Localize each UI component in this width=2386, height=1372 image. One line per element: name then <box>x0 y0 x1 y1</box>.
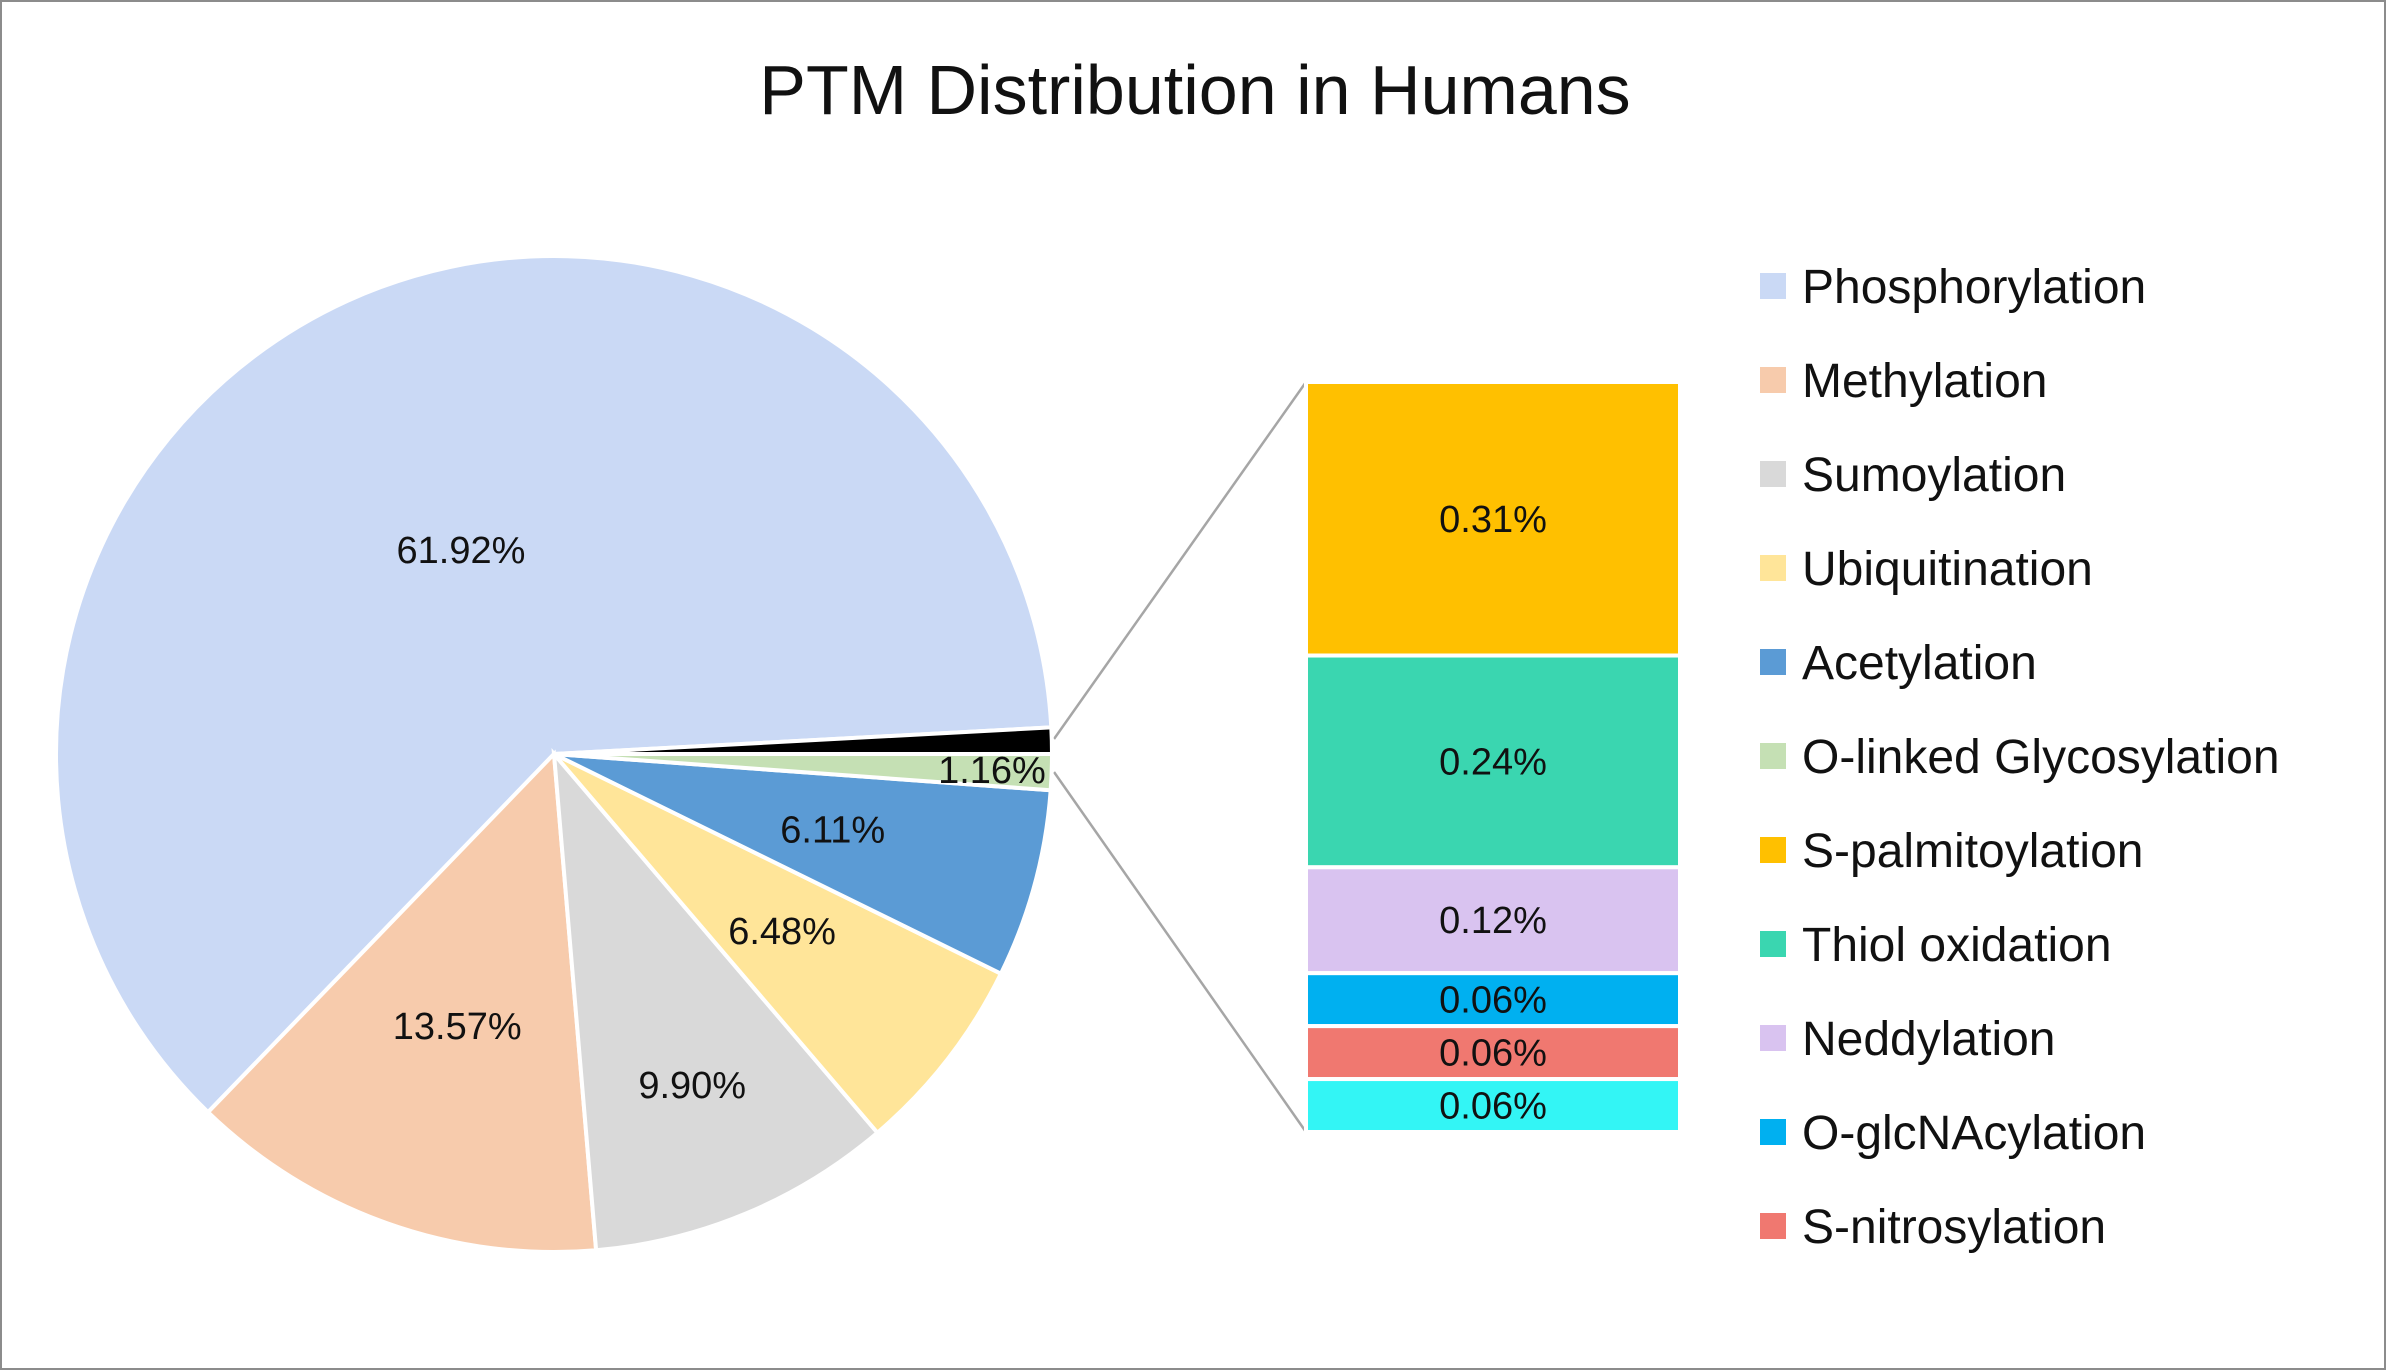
legend-label: O-glcNAcylation <box>1802 1107 2146 1160</box>
pie-slice-methylation <box>205 749 599 1254</box>
connector-line-top <box>1052 381 1308 740</box>
legend-label: Methylation <box>1802 355 2047 408</box>
pie-data-label: 6.11% <box>780 810 885 852</box>
legend-swatch <box>1760 1025 1786 1051</box>
legend-swatch <box>1760 461 1786 487</box>
pie-slice-sumoylation <box>551 747 881 1253</box>
legend-label: Neddylation <box>1802 1013 2056 1066</box>
pie-data-label: 61.92% <box>397 530 526 572</box>
legend-swatch <box>1760 1213 1786 1239</box>
bar-segment-o-glcnacylation <box>1304 971 1682 1029</box>
legend-label: Acetylation <box>1802 637 2037 690</box>
pie-data-label: 9.90% <box>638 1065 746 1107</box>
bar-data-label: 0.12% <box>1439 900 1547 942</box>
legend-label: S-palmitoylation <box>1802 825 2143 878</box>
bar-segment-s-nitrosylation <box>1304 1024 1682 1082</box>
pie-slice-acetylation <box>553 752 1053 977</box>
chart-title: PTM Distribution in Humans <box>759 51 1630 129</box>
bar-data-label: 0.31% <box>1439 499 1547 541</box>
legend-label: Phosphorylation <box>1802 261 2146 314</box>
legend-swatch <box>1760 931 1786 957</box>
legend-swatch <box>1760 555 1786 581</box>
bar-data-label: 0.06% <box>1439 1033 1547 1075</box>
legend-label: Thiol oxidation <box>1802 919 2112 972</box>
bar-data-label: 0.06% <box>1439 1086 1547 1128</box>
pie-slice-other <box>553 725 1055 756</box>
pie: 61.92% 13.57% 9.90% 6.48% 6.11% 1.16% <box>54 254 1055 1254</box>
legend-swatch <box>1760 743 1786 769</box>
pie-data-label: 1.16% <box>938 750 1046 792</box>
bar-data-label: 0.06% <box>1439 980 1547 1022</box>
legend-label: S-nitrosylation <box>1802 1201 2106 1254</box>
pie-slice-ubiquitination <box>552 752 1004 1136</box>
pie-data-label: 6.48% <box>728 911 836 953</box>
legend-swatch <box>1760 1119 1786 1145</box>
stacked-bar: 0.31% 0.24% 0.12% 0.06% 0.06% 0.06% <box>1304 380 1682 1135</box>
legend-label: Ubiquitination <box>1802 543 2093 596</box>
bar-data-label: 0.24% <box>1439 741 1547 783</box>
legend-swatch <box>1760 837 1786 863</box>
legend-label: O-linked Glycosylation <box>1802 731 2280 784</box>
legend-swatch <box>1760 273 1786 299</box>
pie-data-label: 13.57% <box>393 1006 522 1048</box>
legend-swatch <box>1760 649 1786 675</box>
connector-line-bottom <box>1052 771 1308 1133</box>
legend-label: Sumoylation <box>1802 449 2066 502</box>
legend-swatch <box>1760 367 1786 393</box>
legend: Phosphorylation Methylation Sumoylation Ubi… <box>1760 261 2280 1254</box>
pie-slice-phosphorylation <box>54 254 1054 1116</box>
bar-segment-unlabeled <box>1304 1077 1682 1135</box>
connector-lines <box>1052 381 1308 1133</box>
